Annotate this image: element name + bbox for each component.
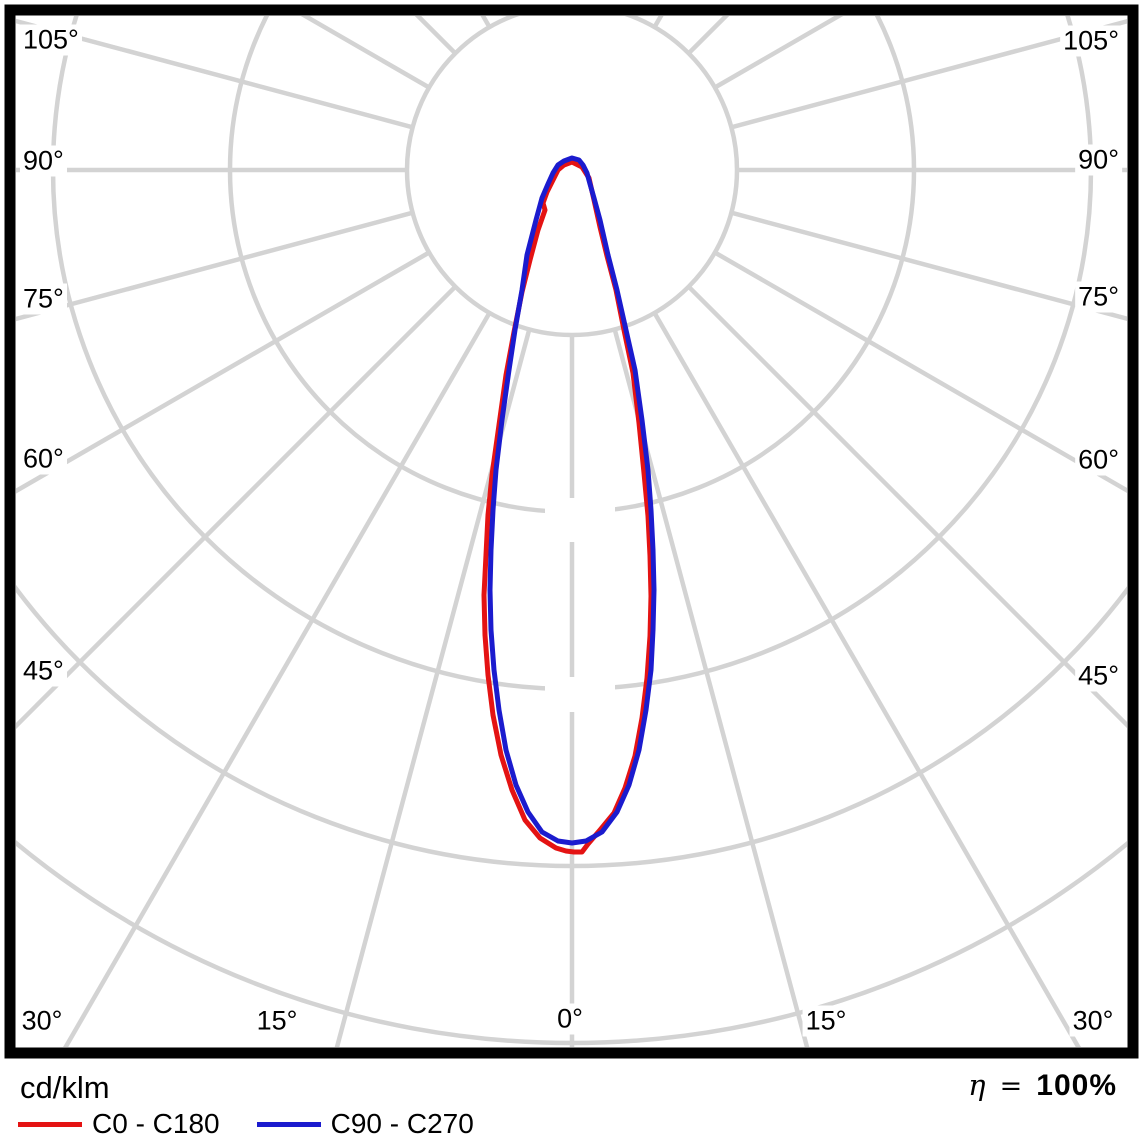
axis-gap-box — [545, 677, 615, 712]
grid-ring — [404, 16, 740, 338]
chart-footer: cd/klm η = 100% C0 - C180 C90 - C270 — [0, 1060, 1143, 1143]
grid-ray — [687, 285, 1127, 729]
grid-ray — [652, 311, 1081, 1047]
plot-border — [4, 4, 1139, 1059]
legend-swatch-1 — [256, 1121, 321, 1127]
grid-ray — [713, 250, 1127, 494]
angle-label-bottom-0: 0° — [554, 1003, 586, 1035]
unit-label: cd/klm — [20, 1070, 110, 1105]
grid-ray — [63, 311, 492, 1047]
eta-equals: = — [999, 1071, 1023, 1102]
angle-label-left-75: 75° — [20, 283, 67, 315]
angle-label-right-75: 75° — [1075, 281, 1122, 313]
curve-c0-c180 — [481, 159, 654, 855]
grid-ray — [16, 285, 457, 730]
grid-ray — [730, 210, 1127, 322]
axis-gap-box — [545, 498, 615, 542]
grid-ray — [16, 210, 414, 322]
efficiency-label: η = 100% — [968, 1068, 1117, 1103]
angle-label-right-105: 105° — [1060, 25, 1122, 57]
angle-label-left-60: 60° — [20, 443, 67, 475]
eta-symbol: η — [968, 1068, 986, 1102]
angle-label-bottom-15: 15° — [802, 1005, 850, 1037]
grid-ray — [334, 328, 532, 1047]
grid-ray — [612, 328, 810, 1047]
angle-label-left-90: 90° — [20, 145, 67, 177]
angle-label-bottom-30: 30° — [1069, 1005, 1117, 1037]
legend-item-1: C90 - C270 — [256, 1108, 474, 1140]
angle-label-left-105: 105° — [20, 24, 82, 56]
angle-label-left-45: 45° — [20, 655, 67, 687]
legend-label-1: C90 - C270 — [330, 1108, 474, 1139]
angle-label-bottom-15: 15° — [253, 1005, 301, 1037]
angle-label-bottom-30: 30° — [18, 1005, 66, 1037]
legend-swatch-0 — [18, 1121, 82, 1127]
grid-ray — [730, 18, 1127, 130]
angle-label-right-45: 45° — [1075, 660, 1122, 692]
grid-ray — [16, 18, 414, 130]
grid-ray — [16, 250, 431, 494]
legend-item-0: C0 - C180 — [18, 1108, 220, 1140]
curve-c90-c270 — [487, 155, 657, 846]
angle-label-right-60: 60° — [1075, 444, 1122, 476]
eta-value: 100% — [1036, 1069, 1117, 1102]
legend-label-0: C0 - C180 — [92, 1108, 220, 1139]
angle-label-right-90: 90° — [1075, 144, 1122, 176]
legend: C0 - C180 C90 - C270 — [18, 1108, 474, 1140]
